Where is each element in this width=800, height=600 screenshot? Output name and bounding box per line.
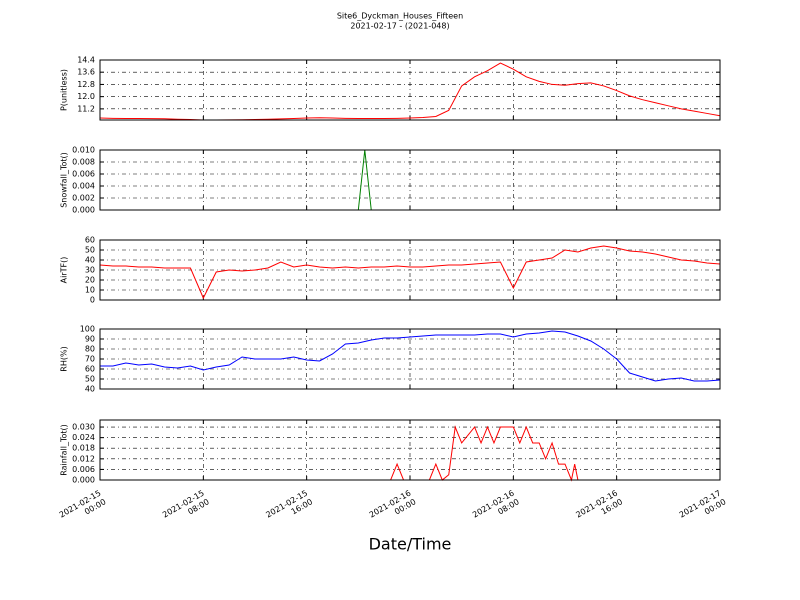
y-tick-label: 0.000 <box>72 206 95 215</box>
chart-subtitle: 2021-02-17 - (2021-048) <box>350 22 449 31</box>
y-tick-label: 40 <box>85 256 95 265</box>
x-axis-label: Date/Time <box>369 535 452 554</box>
axes-frame <box>99 419 721 481</box>
x-tick-label: 2021-02-1616:00 <box>574 488 624 528</box>
y-tick-label: 0.018 <box>72 444 95 453</box>
y-axis-label: Snowfall_Tot() <box>60 152 69 208</box>
y-axis-label: Rainfall_Tot() <box>60 424 69 476</box>
x-tick-label: 2021-02-1608:00 <box>471 488 521 528</box>
data-line <box>100 330 721 382</box>
y-tick-label: 0.006 <box>72 170 95 179</box>
x-tick-label: 2021-02-1600:00 <box>367 488 417 528</box>
y-tick-label: 13.6 <box>77 68 95 77</box>
axes-frame <box>99 149 721 211</box>
y-tick-label: 50 <box>85 246 95 255</box>
y-tick-label: 0.002 <box>72 194 95 203</box>
y-tick-label: 20 <box>85 276 95 285</box>
y-tick-label: 100 <box>80 325 95 334</box>
y-tick-label: 0.012 <box>72 454 95 463</box>
chart-title: Site6_Dyckman_Houses_Fifteen <box>337 12 463 21</box>
y-tick-label: 0.010 <box>72 146 95 155</box>
y-tick-label: 30 <box>85 266 95 275</box>
y-tick-label: 14.4 <box>77 56 95 65</box>
axes-frame <box>99 328 721 390</box>
data-line <box>99 245 721 300</box>
y-tick-label: 10 <box>85 286 95 295</box>
y-axis-label: P(unitless) <box>60 69 69 111</box>
axes-frame <box>99 239 721 301</box>
y-tick-label: 60 <box>85 365 95 374</box>
y-tick-label: 0.004 <box>72 182 95 191</box>
y-tick-label: 60 <box>85 236 95 245</box>
y-tick-label: 0.008 <box>72 158 95 167</box>
y-tick-label: 0 <box>90 296 95 305</box>
x-tick-label: 2021-02-1508:00 <box>161 488 211 528</box>
x-tick-label: 2021-02-1500:00 <box>57 488 107 528</box>
y-tick-label: 0.024 <box>72 433 95 442</box>
data-line <box>100 425 720 482</box>
y-tick-label: 70 <box>85 355 95 364</box>
axes-frame <box>99 59 721 121</box>
y-tick-label: 80 <box>85 345 95 354</box>
x-tick-label: 2021-02-1700:00 <box>677 488 727 528</box>
y-tick-label: 0.006 <box>72 465 95 474</box>
y-tick-label: 11.2 <box>77 104 95 113</box>
x-tick-label: 2021-02-1516:00 <box>264 488 314 528</box>
y-axis-label: RH(%) <box>60 346 69 371</box>
y-tick-label: 50 <box>85 375 95 384</box>
y-tick-label: 12.0 <box>77 92 95 101</box>
y-axis-label: AirTF() <box>60 257 69 284</box>
y-tick-label: 0.030 <box>72 423 95 432</box>
y-tick-label: 90 <box>85 335 95 344</box>
y-tick-label: 12.8 <box>77 80 95 89</box>
y-tick-label: 40 <box>85 385 95 394</box>
y-tick-label: 0.000 <box>72 476 95 485</box>
